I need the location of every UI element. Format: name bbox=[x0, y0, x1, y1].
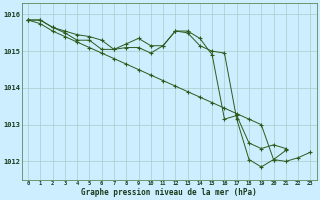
X-axis label: Graphe pression niveau de la mer (hPa): Graphe pression niveau de la mer (hPa) bbox=[81, 188, 257, 197]
